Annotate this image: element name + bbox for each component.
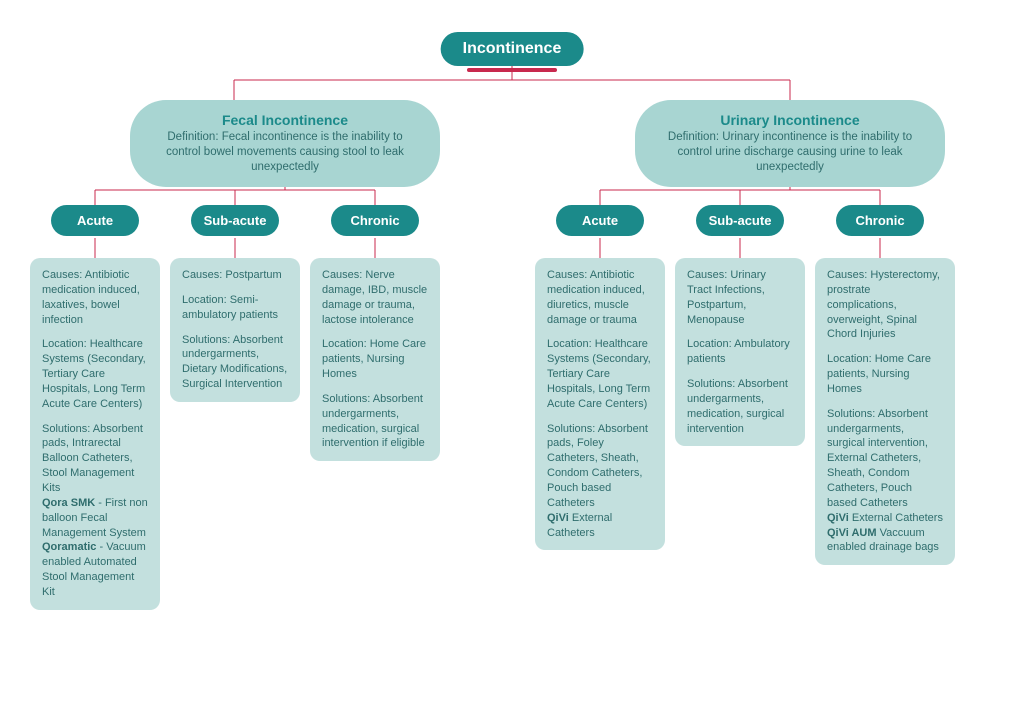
- solutions-text: Solutions: Absorbent undergarments, medi…: [687, 377, 793, 436]
- branch-fecal-definition: Definition: Fecal incontinence is the in…: [154, 130, 416, 175]
- pill-urinary-acute: Acute: [556, 205, 644, 236]
- branch-urinary-definition: Definition: Urinary incontinence is the …: [659, 130, 921, 175]
- pill-fecal-chronic: Chronic: [331, 205, 419, 236]
- branch-fecal-title: Fecal Incontinence: [154, 112, 416, 128]
- causes-text: Causes: Postpartum: [182, 268, 288, 283]
- solutions-text: Solutions: Absorbent undergarments, Diet…: [182, 333, 288, 392]
- branch-urinary-title: Urinary Incontinence: [659, 112, 921, 128]
- solutions-text: Solutions: Absorbent undergarments, medi…: [322, 392, 428, 451]
- detail-urinary-acute: Causes: Antibiotic medication induced, d…: [535, 258, 665, 550]
- pill-fecal-acute: Acute: [51, 205, 139, 236]
- location-text: Location: Home Care patients, Nursing Ho…: [827, 352, 943, 397]
- root-accent-underline: [467, 68, 557, 72]
- pill-fecal-subacute: Sub-acute: [191, 205, 279, 236]
- causes-text: Causes: Antibiotic medication induced, l…: [42, 268, 148, 327]
- branch-urinary: Urinary Incontinence Definition: Urinary…: [635, 100, 945, 187]
- branch-fecal: Fecal Incontinence Definition: Fecal inc…: [130, 100, 440, 187]
- detail-fecal-chronic: Causes: Nerve damage, IBD, muscle damage…: [310, 258, 440, 461]
- solutions-text: Solutions: Absorbent pads, Foley Cathete…: [547, 422, 653, 541]
- detail-urinary-chronic: Causes: Hysterectomy, prostrate complica…: [815, 258, 955, 565]
- solutions-text: Solutions: Absorbent undergarments, surg…: [827, 407, 943, 555]
- location-text: Location: Healthcare Systems (Secondary,…: [42, 337, 148, 411]
- pill-urinary-chronic: Chronic: [836, 205, 924, 236]
- location-text: Location: Semi-ambulatory patients: [182, 293, 288, 323]
- location-text: Location: Ambulatory patients: [687, 337, 793, 367]
- pill-urinary-subacute: Sub-acute: [696, 205, 784, 236]
- detail-fecal-acute: Causes: Antibiotic medication induced, l…: [30, 258, 160, 610]
- detail-urinary-subacute: Causes: Urinary Tract Infections, Postpa…: [675, 258, 805, 446]
- causes-text: Causes: Antibiotic medication induced, d…: [547, 268, 653, 327]
- causes-text: Causes: Urinary Tract Infections, Postpa…: [687, 268, 793, 327]
- location-text: Location: Home Care patients, Nursing Ho…: [322, 337, 428, 382]
- solutions-text: Solutions: Absorbent pads, Intrarectal B…: [42, 422, 148, 600]
- location-text: Location: Healthcare Systems (Secondary,…: [547, 337, 653, 411]
- causes-text: Causes: Hysterectomy, prostrate complica…: [827, 268, 943, 342]
- causes-text: Causes: Nerve damage, IBD, muscle damage…: [322, 268, 428, 327]
- root-node: Incontinence: [441, 32, 584, 66]
- detail-fecal-subacute: Causes: Postpartum Location: Semi-ambula…: [170, 258, 300, 402]
